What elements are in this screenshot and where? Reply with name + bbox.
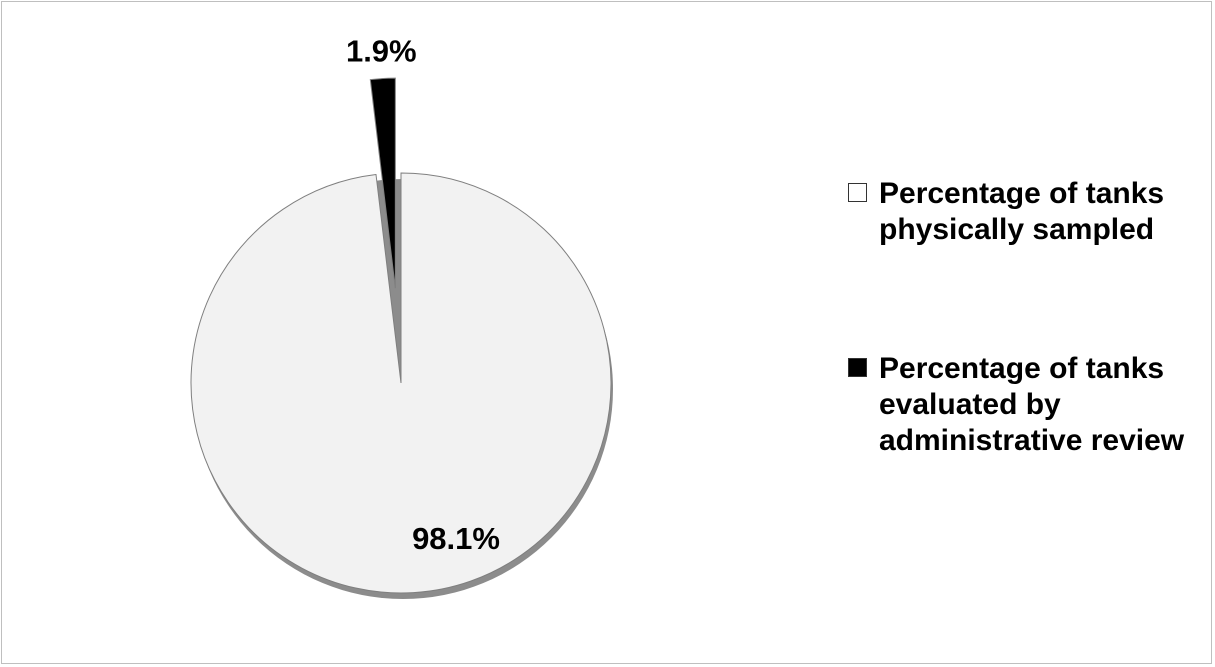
pie-slice	[369, 77, 396, 289]
data-label: 98.1%	[412, 521, 500, 556]
legend-entry: Percentage of tanks physically sampled	[848, 176, 1208, 248]
legend-label: Percentage of tanks evaluated by adminis…	[879, 352, 1185, 457]
pie-slice	[190, 172, 612, 594]
data-label: 1.9%	[346, 34, 417, 69]
legend-swatch	[848, 358, 867, 377]
legend-label: Percentage of tanks physically sampled	[879, 177, 1165, 246]
legend-swatch	[848, 183, 867, 202]
legend-entry: Percentage of tanks evaluated by adminis…	[848, 351, 1208, 459]
